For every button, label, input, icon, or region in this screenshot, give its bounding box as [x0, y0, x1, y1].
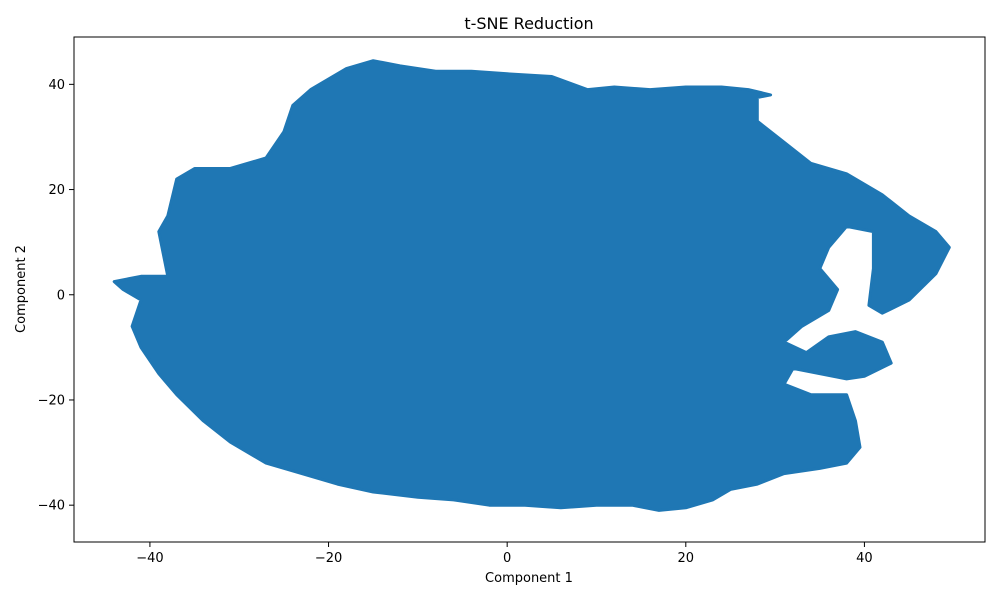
x-axis: −40 −20 0 20 40	[136, 542, 873, 566]
plot-area	[73, 36, 986, 543]
scatter-points	[112, 59, 951, 512]
chart-title: t-SNE Reduction	[464, 14, 593, 33]
x-tick-label: 20	[678, 551, 695, 566]
y-tick-label: 0	[57, 288, 65, 303]
y-axis: −40 −20 0 20 40	[38, 78, 74, 514]
x-tick-label: −20	[315, 551, 342, 566]
y-tick-label: −40	[38, 499, 65, 514]
y-tick-label: 40	[48, 78, 65, 93]
x-axis-label: Component 1	[485, 571, 573, 586]
x-tick-label: 0	[503, 551, 511, 566]
y-tick-label: −20	[38, 393, 65, 408]
plot-frame	[73, 36, 986, 543]
x-tick-label: 40	[856, 551, 873, 566]
y-tick-label: 20	[48, 183, 65, 198]
x-tick-label: −40	[136, 551, 163, 566]
scatter-point-cloud	[112, 59, 951, 512]
y-axis-label: Component 2	[14, 245, 29, 333]
